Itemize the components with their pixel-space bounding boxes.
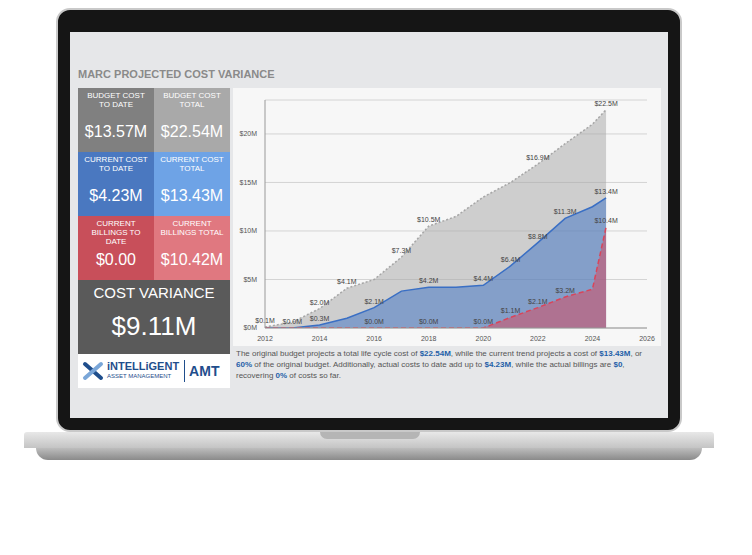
html-text:CURRENT BILLINGS TO DATE: CURRENT BILLINGS TO DATE bbox=[91, 219, 141, 246]
svg-text:$5M: $5M bbox=[243, 276, 257, 283]
html-text:ASSET MANAGEMENT: ASSET MANAGEMENT bbox=[107, 373, 172, 379]
svg-text:$6.4M: $6.4M bbox=[501, 256, 521, 263]
svg-text:$4.1M: $4.1M bbox=[337, 278, 357, 285]
svg-text:2022: 2022 bbox=[530, 335, 546, 342]
svg-text:$0.3M: $0.3M bbox=[310, 315, 330, 322]
svg-text:$4.4M: $4.4M bbox=[474, 275, 494, 282]
html-text:CURRENT COST TO DATE: CURRENT COST TO DATE bbox=[84, 155, 148, 173]
html-text:BUDGET COST TOTAL: BUDGET COST TOTAL bbox=[163, 91, 221, 109]
svg-text:$10.4M: $10.4M bbox=[594, 217, 618, 224]
html-text:$4.23M: $4.23M bbox=[89, 187, 143, 204]
html-text:60% of the original budget. Ad: 60% of the original budget. Additionally… bbox=[236, 360, 625, 380]
html-text:$10.42M: $10.42M bbox=[160, 251, 224, 268]
svg-text:$0.1M: $0.1M bbox=[255, 317, 275, 324]
svg-text:$3.2M: $3.2M bbox=[555, 287, 575, 294]
svg-text:2018: 2018 bbox=[421, 335, 437, 342]
svg-text:$1.1M: $1.1M bbox=[501, 307, 521, 314]
svg-text:$2.0M: $2.0M bbox=[310, 299, 330, 306]
svg-text:$10M: $10M bbox=[239, 227, 257, 234]
svg-text:2012: 2012 bbox=[257, 335, 273, 342]
html-text:$9.11M: $9.11M bbox=[111, 311, 197, 341]
html-text:The original budget projects a: The original budget projects a total lif… bbox=[236, 349, 642, 358]
html-text:$22.54M: $22.54M bbox=[160, 123, 224, 140]
svg-text:$0.0M: $0.0M bbox=[419, 318, 439, 325]
svg-text:$11.3M: $11.3M bbox=[554, 208, 577, 215]
html-text:$13.43M: $13.43M bbox=[160, 187, 224, 204]
html-text:AMT: AMT bbox=[189, 363, 220, 379]
html-text:CURRENT BILLINGS TOTAL: CURRENT BILLINGS TOTAL bbox=[160, 219, 224, 237]
svg-text:2016: 2016 bbox=[366, 335, 382, 342]
svg-text:$13.4M: $13.4M bbox=[594, 188, 618, 195]
svg-text:$0.0M: $0.0M bbox=[474, 318, 494, 325]
html-text:MARC PROJECTED COST VARIANCE: MARC PROJECTED COST VARIANCE bbox=[78, 68, 275, 80]
svg-text:2020: 2020 bbox=[475, 335, 491, 342]
html-text:COST VARIANCE: COST VARIANCE bbox=[93, 284, 215, 301]
svg-text:$0.0M: $0.0M bbox=[364, 318, 384, 325]
svg-text:$10.5M: $10.5M bbox=[417, 216, 441, 223]
html-text:$0.00: $0.00 bbox=[96, 251, 136, 268]
svg-text:$16.9M: $16.9M bbox=[526, 154, 550, 161]
svg-text:$4.2M: $4.2M bbox=[419, 277, 439, 284]
svg-text:$2.1M: $2.1M bbox=[364, 298, 384, 305]
svg-text:$2.1M: $2.1M bbox=[528, 298, 548, 305]
html-text:BUDGET COST TO DATE: BUDGET COST TO DATE bbox=[87, 91, 145, 109]
svg-text:2014: 2014 bbox=[312, 335, 328, 342]
svg-text:2026: 2026 bbox=[639, 335, 655, 342]
svg-text:$0M: $0M bbox=[243, 324, 257, 331]
svg-text:$7.3M: $7.3M bbox=[392, 247, 412, 254]
svg-text:2024: 2024 bbox=[585, 335, 601, 342]
svg-text:$15M: $15M bbox=[239, 179, 257, 186]
html-text:$13.57M: $13.57M bbox=[84, 123, 148, 140]
svg-text:$22.5M: $22.5M bbox=[594, 100, 618, 107]
svg-text:$0.0M: $0.0M bbox=[283, 318, 303, 325]
html-text:iNTELLiGENT: iNTELLiGENT bbox=[107, 360, 180, 372]
html-text:CURRENT COST TOTAL: CURRENT COST TOTAL bbox=[160, 155, 224, 173]
svg-text:$20M: $20M bbox=[239, 130, 257, 137]
svg-text:$8.8M: $8.8M bbox=[528, 233, 548, 240]
